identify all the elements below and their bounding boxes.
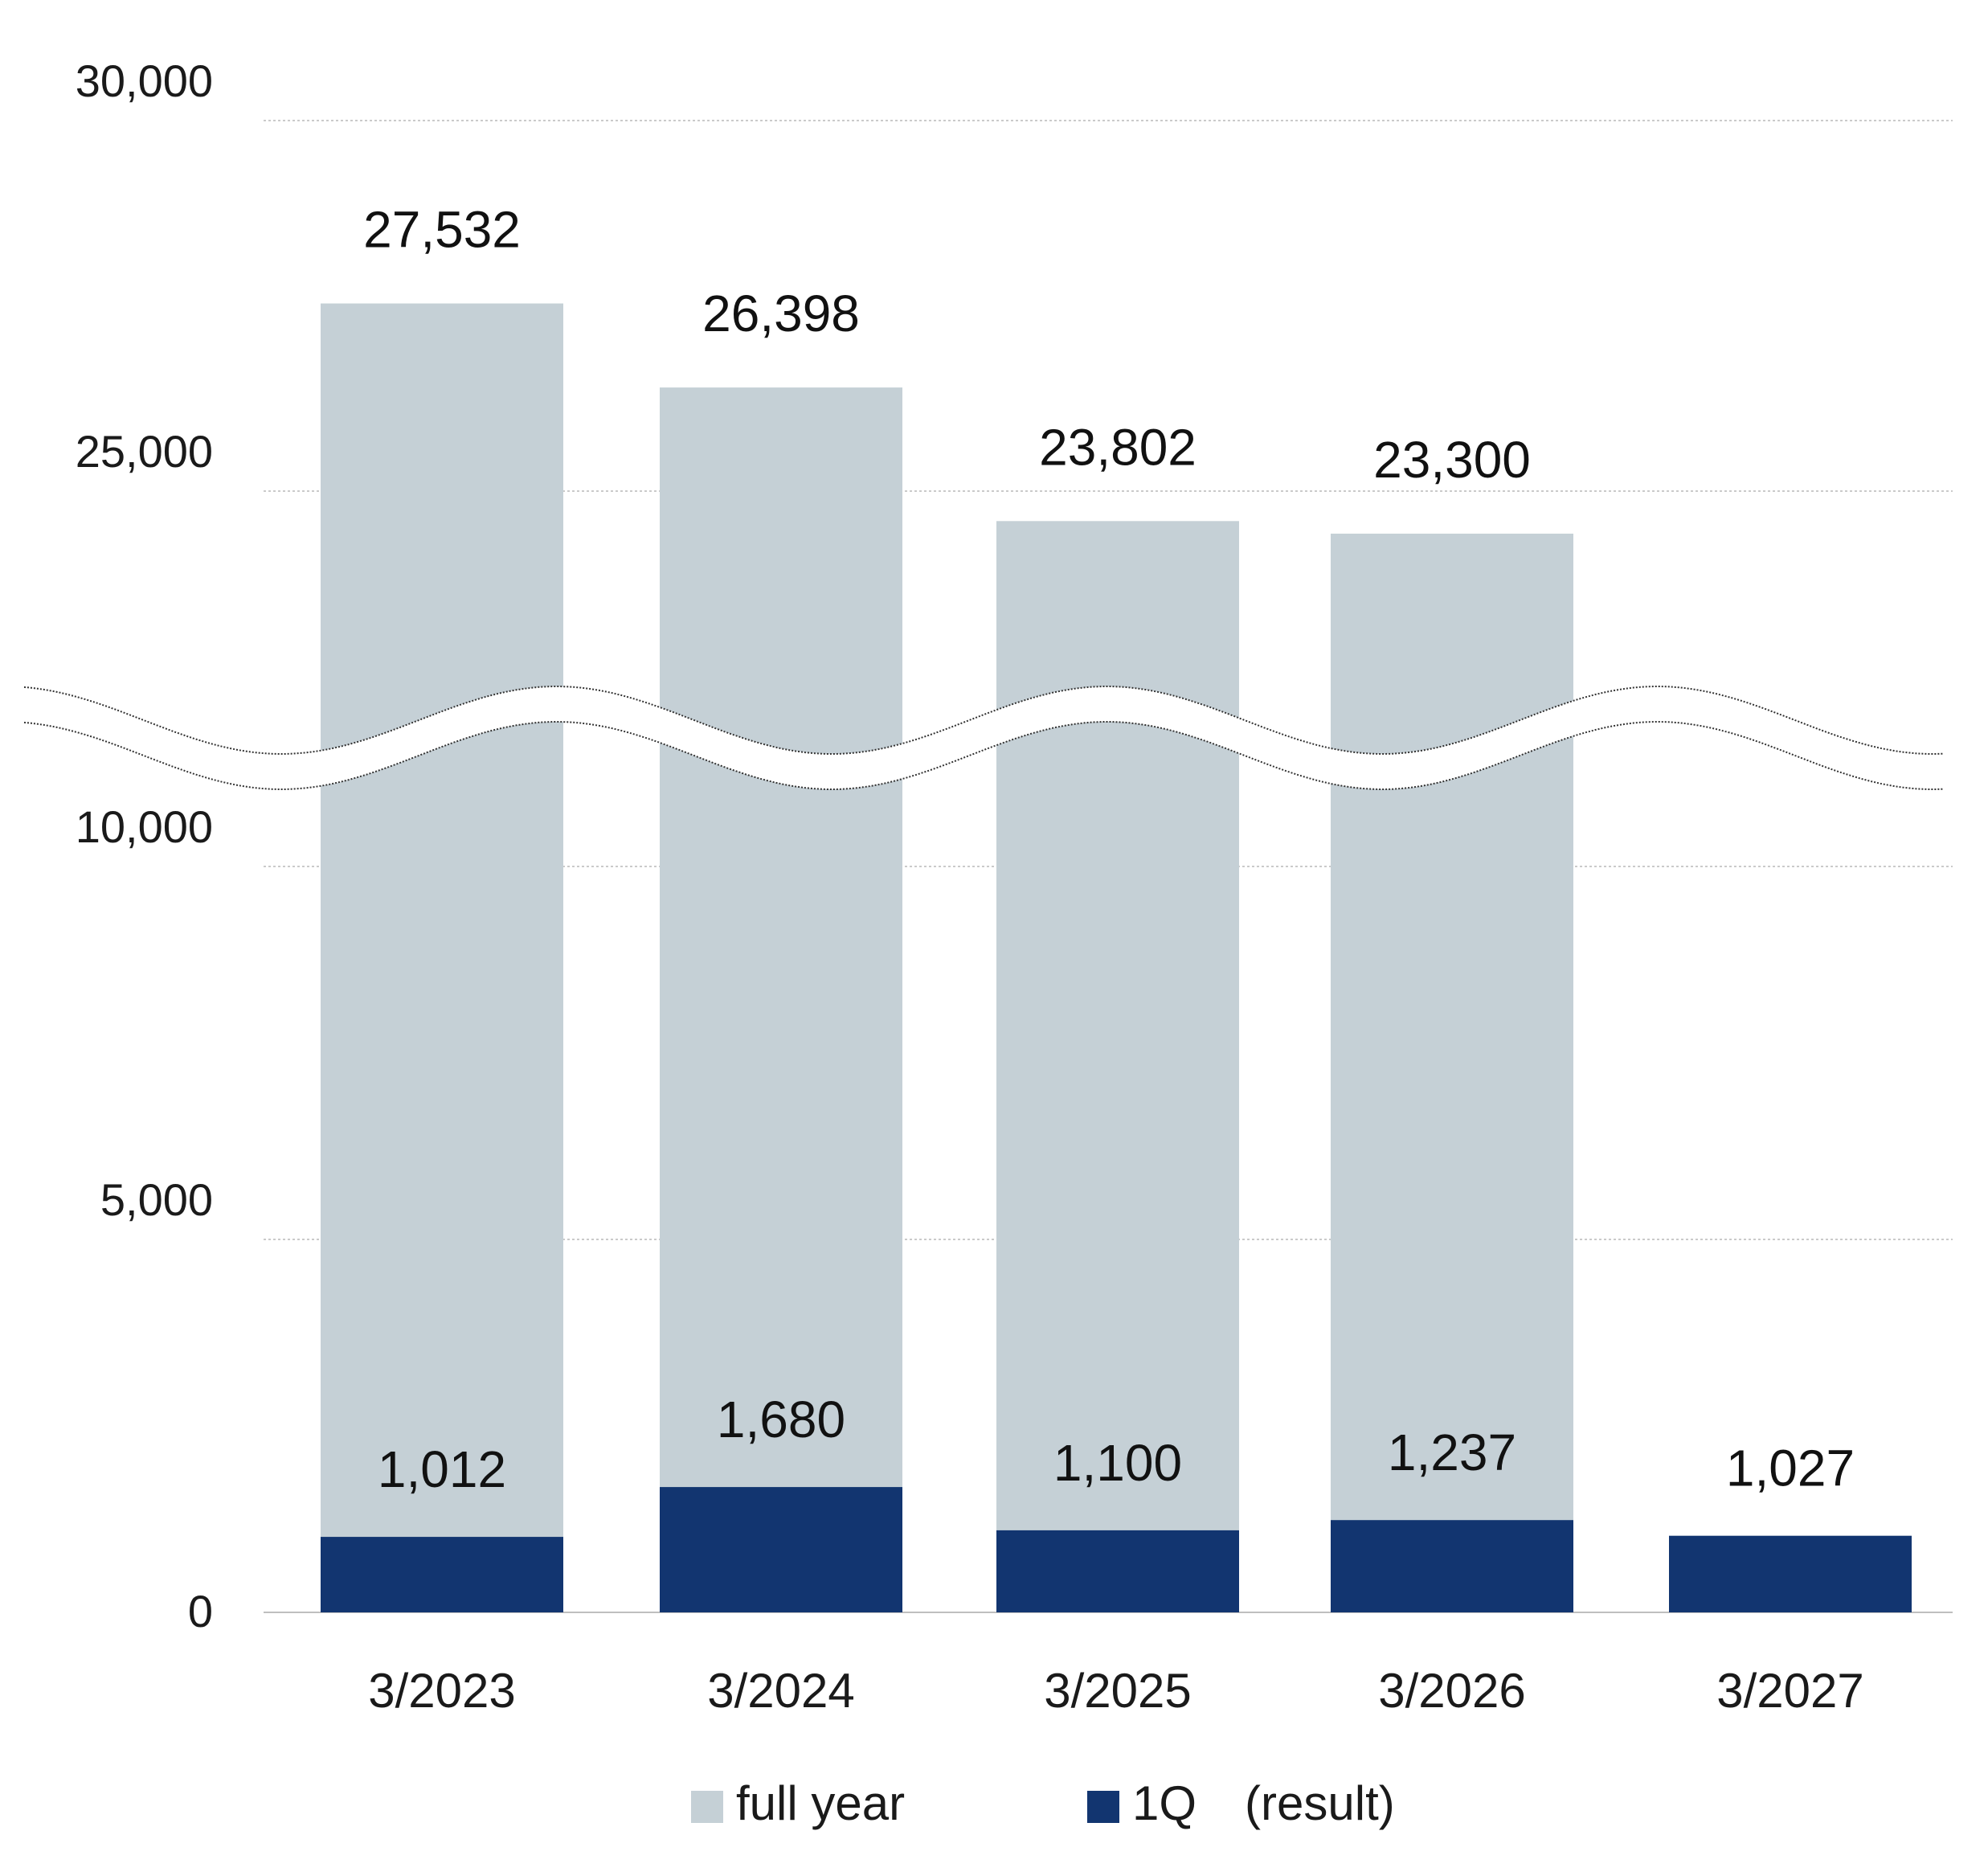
bar-full-year bbox=[321, 303, 563, 1613]
data-label-1q-result: 1,237 bbox=[1388, 1423, 1516, 1481]
data-label-full-year: 23,802 bbox=[1039, 418, 1196, 476]
bar-1q-result bbox=[1331, 1520, 1573, 1612]
legend-swatch bbox=[691, 1791, 723, 1823]
axis-break-line bbox=[23, 721, 1944, 790]
x-axis-labels: 3/2023 3/2024 3/2025 3/2026 3/2027 bbox=[368, 1664, 1864, 1718]
data-label-1q-result: 1,012 bbox=[378, 1440, 506, 1498]
bars bbox=[321, 303, 1912, 1613]
x-tick-label: 3/2024 bbox=[707, 1664, 855, 1718]
data-label-full-year: 23,300 bbox=[1373, 431, 1531, 489]
bar-full-year bbox=[660, 387, 902, 1613]
axis-break-band bbox=[24, 686, 1943, 789]
y-tick-label: 0 bbox=[188, 1586, 213, 1636]
bar-1q-result bbox=[1669, 1535, 1912, 1612]
y-tick-label: 30,000 bbox=[76, 55, 213, 106]
x-tick-label: 3/2025 bbox=[1044, 1664, 1192, 1718]
y-tick-label: 5,000 bbox=[100, 1174, 213, 1225]
y-axis-ticks: 0 5,000 10,000 25,000 30,000 bbox=[76, 55, 213, 1636]
legend-swatch bbox=[1087, 1791, 1119, 1823]
data-label-1q-result: 1,100 bbox=[1053, 1434, 1182, 1492]
data-labels: 27,532 1,012 26,398 1,680 23,802 1,100 23,300 1… bbox=[363, 201, 1855, 1499]
x-tick-label: 3/2023 bbox=[368, 1664, 516, 1718]
x-tick-label: 3/2027 bbox=[1716, 1664, 1864, 1718]
axis-break bbox=[23, 686, 1944, 790]
x-tick-label: 3/2026 bbox=[1378, 1664, 1526, 1718]
legend-label: 1Q (result) bbox=[1132, 1776, 1395, 1830]
y-tick-label: 25,000 bbox=[76, 426, 213, 477]
bar-1q-result bbox=[996, 1530, 1239, 1612]
data-label-full-year: 26,398 bbox=[702, 285, 860, 342]
data-label-1q-result: 1,027 bbox=[1726, 1440, 1855, 1497]
legend: full year 1Q (result) bbox=[691, 1776, 1395, 1830]
bar-1q-result bbox=[321, 1537, 563, 1612]
legend-label: full year bbox=[736, 1776, 905, 1830]
bar-full-year bbox=[1331, 533, 1573, 1612]
y-tick-label: 10,000 bbox=[76, 801, 213, 852]
axis-break-line bbox=[23, 686, 1944, 755]
bar-1q-result bbox=[660, 1487, 902, 1612]
data-label-1q-result: 1,680 bbox=[717, 1391, 845, 1448]
data-label-full-year: 27,532 bbox=[363, 201, 521, 259]
